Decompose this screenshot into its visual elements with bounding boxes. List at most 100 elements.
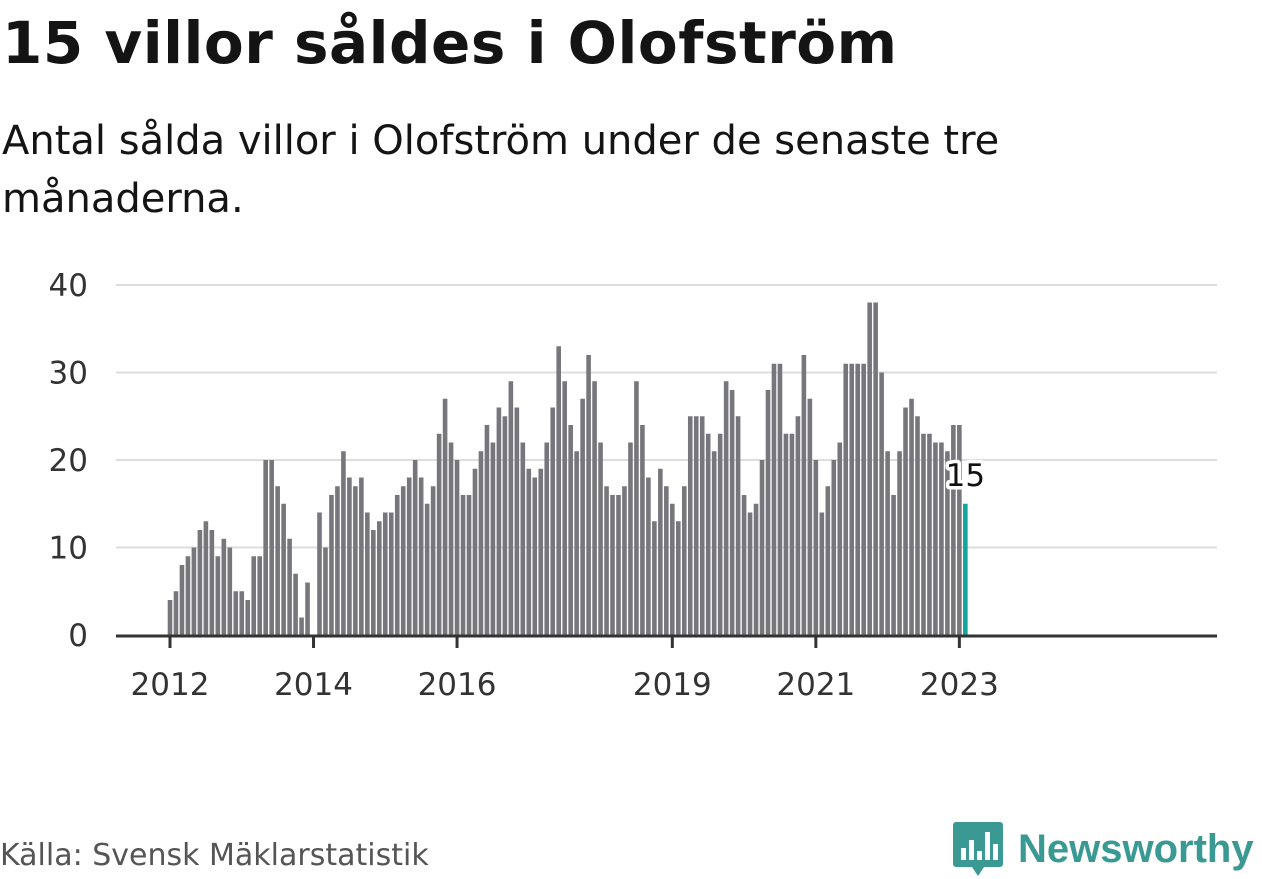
- bar: [293, 573, 298, 635]
- bar: [365, 512, 370, 635]
- bar: [885, 451, 890, 635]
- bar: [592, 381, 597, 635]
- bar: [377, 521, 382, 635]
- x-tick-label: 2021: [776, 667, 855, 703]
- bar: [646, 477, 651, 635]
- bar: [939, 442, 944, 635]
- bar: [676, 521, 681, 635]
- bar: [670, 503, 675, 635]
- x-tick-label: 2019: [633, 667, 712, 703]
- bar: [484, 425, 490, 635]
- bar: [777, 363, 783, 635]
- bar: [556, 346, 561, 635]
- bar: [502, 416, 508, 635]
- bar: [693, 416, 699, 635]
- y-axis-ticks: 0 10 20 30 40: [49, 268, 88, 654]
- bar: [873, 302, 878, 635]
- x-tick-label: 2016: [418, 667, 497, 703]
- bar: [442, 398, 448, 635]
- bar: [933, 442, 938, 635]
- bar: [681, 486, 687, 635]
- bar: [371, 530, 376, 635]
- bar: [269, 460, 274, 635]
- bar: [628, 442, 633, 635]
- bar: [305, 582, 310, 635]
- bar: [287, 538, 292, 635]
- bar: [508, 381, 514, 635]
- bar: [347, 477, 352, 635]
- bar: [915, 416, 920, 635]
- bar: [741, 495, 747, 635]
- bar: [891, 495, 896, 635]
- bar: [323, 547, 328, 635]
- bar: [699, 416, 705, 635]
- bar: [897, 451, 902, 635]
- bar: [711, 451, 717, 635]
- bar: [610, 495, 615, 635]
- bar: [825, 486, 831, 635]
- bar: [867, 302, 872, 635]
- bar: [388, 512, 394, 635]
- bar: [412, 460, 418, 635]
- bar: [849, 363, 855, 635]
- bar: [179, 565, 185, 635]
- bar: [167, 600, 173, 635]
- bar: [568, 425, 573, 635]
- bar: [233, 591, 239, 635]
- bar: [436, 433, 442, 635]
- bar: [640, 425, 645, 635]
- bar: [771, 363, 777, 635]
- bar: [580, 398, 585, 635]
- x-axis-ticks: 2012 2014 2016 2019 2021 2023: [131, 636, 999, 703]
- bar: [191, 547, 197, 635]
- y-tick-label: 0: [68, 618, 88, 654]
- bar: [532, 477, 538, 635]
- bar: [921, 433, 926, 635]
- y-tick-label: 20: [49, 443, 88, 479]
- bar: [729, 390, 735, 635]
- last-value-annotation: 15: [942, 454, 988, 497]
- bar: [215, 556, 221, 635]
- bar: [687, 416, 693, 635]
- y-tick-label: 10: [49, 531, 88, 567]
- bar: [496, 407, 502, 635]
- bar: [843, 363, 849, 635]
- bar: [448, 442, 454, 635]
- bar: [855, 363, 860, 635]
- bar: [735, 416, 741, 635]
- last-value-label: 15: [946, 458, 985, 494]
- bar: [281, 503, 286, 635]
- bar: [209, 530, 215, 635]
- bar: [795, 416, 801, 635]
- bar: [353, 486, 358, 635]
- bar: [299, 617, 304, 635]
- bar: [227, 547, 233, 635]
- bar: [329, 495, 334, 635]
- bar: [586, 355, 591, 635]
- bar: [520, 442, 526, 635]
- bar: [406, 477, 412, 635]
- bar: [514, 407, 520, 635]
- bar: [526, 468, 532, 635]
- brand-name: Newsworthy: [1018, 826, 1254, 871]
- bar: [454, 460, 460, 635]
- bar: [658, 468, 663, 635]
- bar: [400, 486, 406, 635]
- bar: [652, 521, 657, 635]
- bar: [927, 433, 932, 635]
- bar: [861, 363, 866, 635]
- newsworthy-logo-icon: [953, 822, 1003, 876]
- x-tick-label: 2012: [131, 667, 210, 703]
- bar: [819, 512, 825, 635]
- bar: [550, 407, 556, 635]
- bar: [275, 486, 280, 635]
- bar: [945, 451, 950, 635]
- bar: [430, 486, 436, 635]
- x-tick-label: 2023: [920, 667, 999, 703]
- bar: [957, 425, 962, 635]
- bar: [341, 451, 346, 635]
- bar: [263, 460, 268, 635]
- bar: [807, 398, 813, 635]
- bar: [544, 442, 550, 635]
- bar: [472, 468, 478, 635]
